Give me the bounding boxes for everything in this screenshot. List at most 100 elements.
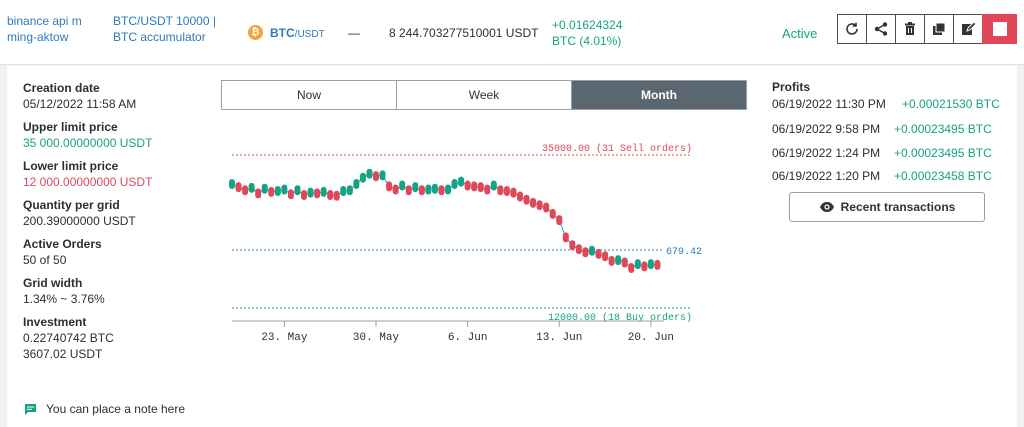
price-candle xyxy=(451,178,458,189)
detail-value: 1.34% ~ 3.76% xyxy=(23,292,105,306)
price-candle xyxy=(314,188,321,199)
price-candle xyxy=(386,181,393,192)
x-axis-tick-label: 20. Jun xyxy=(628,332,674,344)
price-candle xyxy=(458,176,465,187)
price-candle xyxy=(556,215,563,226)
quote-symbol: /USDT xyxy=(294,29,325,40)
price-candle xyxy=(353,178,360,189)
price-candle xyxy=(248,182,255,193)
stop-button[interactable] xyxy=(982,14,1017,44)
pair-info: BTC/USDT 10000 | BTC accumulator xyxy=(113,13,216,45)
bot-details-panel xyxy=(7,66,1017,427)
price-candle xyxy=(628,263,635,273)
detail-value: 12 000.00000000 USDT xyxy=(23,175,153,189)
share-icon xyxy=(874,22,888,36)
stop-icon xyxy=(992,22,1007,36)
price-candle xyxy=(281,184,288,195)
copy-button[interactable] xyxy=(924,14,954,44)
current-price: 8 244.703277510001 USDT xyxy=(389,26,539,40)
price-candle xyxy=(268,186,275,197)
price-candle xyxy=(359,172,366,183)
detail-grid-width: Grid width 1.34% ~ 3.76% xyxy=(23,275,152,307)
detail-upper-limit: Upper limit price 35 000.00000000 USDT xyxy=(23,119,152,151)
price-candle xyxy=(497,185,504,196)
trash-icon xyxy=(905,22,915,35)
detail-label: Active Orders xyxy=(23,237,102,251)
coin-symbol: BTC xyxy=(270,26,295,40)
bot-name-line2: ming-aktow xyxy=(7,30,69,44)
profit-amount: +0.00023458 BTC xyxy=(894,169,992,183)
price-candle xyxy=(464,180,471,191)
price-candle xyxy=(320,186,327,197)
detail-active-orders: Active Orders 50 of 50 xyxy=(23,236,152,268)
price-candle xyxy=(523,194,530,205)
price-candle xyxy=(530,197,537,208)
price-candle xyxy=(634,259,641,270)
profits-title: Profits xyxy=(772,80,811,94)
status-badge: Active xyxy=(782,26,818,41)
price-candle xyxy=(412,182,419,193)
price-change: +0.01624324 BTC (4.01%) xyxy=(552,17,622,49)
price-candle xyxy=(595,248,602,259)
price-candle xyxy=(549,208,556,219)
price-candle xyxy=(255,188,262,199)
price-candle xyxy=(242,185,249,196)
price-candle xyxy=(405,185,412,196)
bot-header: binance api m ming-aktow BTC/USDT 10000 … xyxy=(0,0,1024,65)
price-candle xyxy=(621,257,628,268)
price-chart: 35000.00 (31 Sell orders) 12000.00 (18 Bu… xyxy=(229,143,702,344)
detail-value: 05/12/2022 11:58 AM xyxy=(23,97,137,111)
price-candle xyxy=(517,191,523,202)
detail-value: 50 of 50 xyxy=(23,253,67,267)
edit-button[interactable] xyxy=(953,14,983,44)
detail-label: Creation date xyxy=(23,81,100,95)
price-candle xyxy=(589,245,595,256)
price-candle xyxy=(235,182,242,193)
detail-value: 200.39000000 USDT xyxy=(23,214,136,228)
share-button[interactable] xyxy=(866,14,896,44)
price-candle xyxy=(575,244,582,255)
profit-date: 06/19/2022 11:30 PM xyxy=(772,97,886,111)
bot-name-link[interactable]: binance api m ming-aktow xyxy=(7,13,82,45)
recent-transactions-button[interactable]: Recent transactions xyxy=(789,192,985,222)
price-candle xyxy=(229,178,235,189)
detail-label: Quantity per grid xyxy=(23,198,120,212)
tab-week[interactable]: Week xyxy=(397,81,572,109)
note-link[interactable]: You can place a note here xyxy=(24,402,185,416)
profit-row: 06/19/2022 11:30 PM +0.00021530 BTC xyxy=(772,97,1000,111)
detail-quantity-per-grid: Quantity per grid 200.39000000 USDT xyxy=(23,197,152,229)
price-candle xyxy=(346,185,353,196)
period-tabs: Now Week Month xyxy=(221,80,747,110)
price-candle xyxy=(569,240,576,251)
price-candle xyxy=(582,247,589,258)
x-axis-tick-label: 23. May xyxy=(261,332,308,344)
x-axis-tick-label: 13. Jun xyxy=(536,332,582,344)
profit-amount: +0.00023495 BTC xyxy=(894,122,992,136)
detail-lower-limit: Lower limit price 12 000.00000000 USDT xyxy=(23,158,152,190)
price-candle xyxy=(647,259,654,270)
price-candle xyxy=(261,183,268,194)
price-candle xyxy=(287,189,294,200)
price-change-amount: +0.01624324 xyxy=(552,18,623,32)
detail-value: 0.22740742 BTC xyxy=(23,331,114,345)
lower-limit-label: 12000.00 (18 Buy orders) xyxy=(548,312,692,324)
delete-button[interactable] xyxy=(895,14,925,44)
profit-row: 06/19/2022 1:20 PM +0.00023458 BTC xyxy=(772,169,992,183)
recent-transactions-label: Recent transactions xyxy=(840,200,956,214)
profit-row: 06/19/2022 1:24 PM +0.00023495 BTC xyxy=(772,146,992,160)
price-candle xyxy=(490,180,497,191)
tab-month[interactable]: Month xyxy=(572,81,746,109)
price-candle xyxy=(418,185,425,196)
profit-row: 06/19/2022 9:58 PM +0.00023495 BTC xyxy=(772,122,992,136)
note-text: You can place a note here xyxy=(46,402,186,416)
separator-dash: — xyxy=(348,26,360,40)
profit-date: 06/19/2022 1:20 PM xyxy=(772,169,881,183)
price-candle xyxy=(608,255,615,266)
price-candle xyxy=(274,186,281,197)
price-candle xyxy=(379,170,386,181)
price-candle xyxy=(307,187,314,198)
price-candle xyxy=(340,186,347,197)
price-candle xyxy=(366,168,373,179)
tab-now[interactable]: Now xyxy=(222,81,397,109)
refresh-button[interactable] xyxy=(837,14,867,44)
